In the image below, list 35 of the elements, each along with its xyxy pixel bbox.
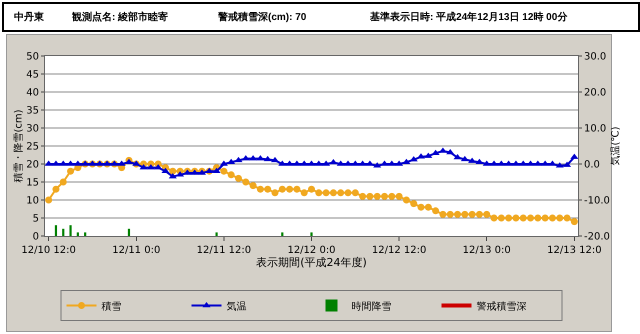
text: 基準表示日時: 平成24年12月13日 12時 00分 bbox=[370, 10, 568, 24]
x-tick-label: 12/10 12:0 bbox=[21, 245, 76, 256]
y2-tick-label: 20.0 bbox=[584, 88, 606, 98]
y2-tick-label: -10.0 bbox=[584, 196, 610, 206]
y-tick-label: 45 bbox=[26, 70, 39, 80]
y-tick-label: 15 bbox=[26, 178, 39, 188]
y-tick-label: 40 bbox=[26, 88, 39, 98]
y2-tick-label: 10.0 bbox=[584, 124, 606, 134]
y-tick-label: 0 bbox=[32, 232, 39, 242]
x-tick-label: 12/13 0:0 bbox=[462, 245, 511, 256]
y-tick-label: 25 bbox=[26, 142, 39, 152]
y-axis-title: 積雪・降雪(cm) bbox=[12, 109, 24, 183]
y2-tick-label: 30.0 bbox=[584, 52, 606, 62]
y-tick-label: 30 bbox=[26, 124, 39, 134]
y-tick-label: 35 bbox=[26, 106, 39, 116]
y2-axis-title: 気温(℃) bbox=[609, 126, 622, 166]
x-tick-label: 12/11 0:0 bbox=[112, 245, 160, 256]
legend-label: 警戒積雪深 bbox=[476, 300, 526, 312]
text: 警戒積雪深(cm): 70 bbox=[218, 10, 306, 24]
y-tick-label: 20 bbox=[26, 160, 39, 170]
legend-label: 時間降雪 bbox=[352, 300, 392, 312]
x-tick-label: 12/13 12:0 bbox=[547, 245, 602, 256]
y2-tick-label: -20.0 bbox=[584, 232, 610, 242]
x-axis-title: 表示期間(平成24年度) bbox=[256, 256, 367, 269]
y2-tick-label: 0.0 bbox=[584, 160, 600, 170]
x-tick-label: 12/12 0:0 bbox=[287, 245, 336, 256]
legend-label: 気温 bbox=[226, 300, 246, 312]
text: 観測点名: 綾部市睦寄 bbox=[72, 10, 168, 24]
y-tick-label: 10 bbox=[26, 196, 39, 206]
x-tick-label: 12/11 12:0 bbox=[196, 245, 252, 256]
y-tick-label: 50 bbox=[26, 52, 39, 62]
legend-label: 積雪 bbox=[102, 300, 122, 312]
x-tick-label: 12/12 12:0 bbox=[372, 245, 426, 256]
y-tick-label: 5 bbox=[32, 214, 39, 224]
chart-title: 中丹東 bbox=[14, 10, 44, 24]
